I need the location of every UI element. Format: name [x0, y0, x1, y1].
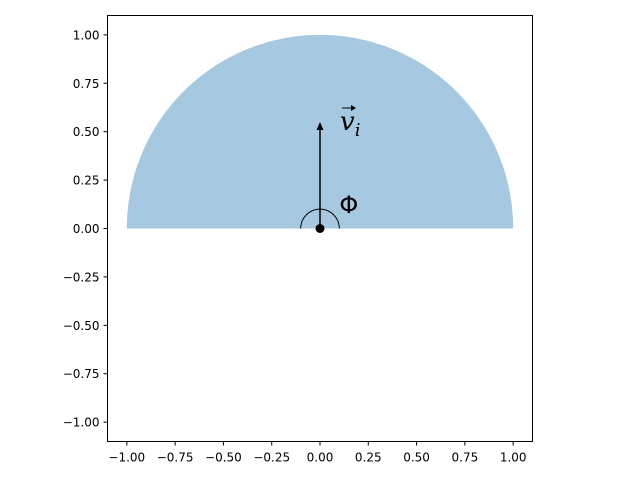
x-tick-label: −0.50: [205, 451, 242, 465]
x-tick-label: 0.00: [307, 451, 334, 465]
vector-label: vi: [340, 107, 360, 141]
y-tick-label: 1.00: [73, 28, 100, 42]
x-tick-label: −0.25: [253, 451, 290, 465]
y-axis: −1.00 −0.75 −0.50 −0.25 0.00 0.25 0.50 0.75 1.00: [63, 28, 108, 430]
y-tick-label: −0.25: [63, 270, 100, 284]
y-tick-label: −1.00: [63, 416, 100, 430]
vector-arrowhead: [316, 122, 324, 130]
y-tick-label: 0.00: [73, 222, 100, 236]
x-tick-label: 0.75: [452, 451, 479, 465]
x-tick-label: 1.00: [500, 451, 527, 465]
vector-label-arrowhead: [351, 105, 356, 111]
y-tick-label: −0.75: [63, 367, 100, 381]
x-tick-label: 0.50: [403, 451, 430, 465]
vector-label-subscript: i: [355, 120, 361, 141]
plot-area: [126, 34, 514, 233]
x-tick-label: −1.00: [108, 451, 145, 465]
y-tick-label: 0.25: [73, 174, 100, 188]
x-axis: −1.00 −0.75 −0.50 −0.25 0.00 0.25 0.50 0.75 1.00: [108, 441, 527, 465]
x-tick-label: −0.75: [157, 451, 194, 465]
origin-point: [315, 224, 325, 233]
x-tick-label: 0.25: [355, 451, 382, 465]
vector-label-base: v: [340, 107, 355, 137]
annotations: vi Φ: [339, 105, 360, 219]
angle-label: Φ: [339, 191, 358, 219]
y-tick-label: 0.50: [73, 125, 100, 139]
y-tick-label: 0.75: [73, 77, 100, 91]
y-tick-label: −0.50: [63, 319, 100, 333]
